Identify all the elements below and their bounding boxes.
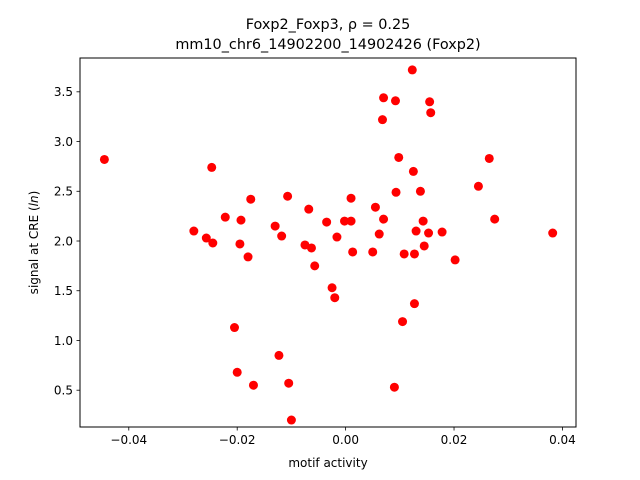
data-point-38 bbox=[390, 96, 400, 106]
data-point-11 bbox=[246, 194, 256, 204]
data-point-58 bbox=[490, 214, 500, 224]
y-axis-label-suffix: ) bbox=[27, 191, 41, 196]
chart-title-line1: Foxp2_Foxp3, ρ = 0.25 bbox=[246, 17, 411, 33]
y-tick-label-5: 3.0 bbox=[54, 135, 73, 149]
y-tick-label-4: 2.5 bbox=[54, 185, 73, 199]
data-point-28 bbox=[346, 216, 356, 226]
data-point-48 bbox=[415, 186, 425, 196]
data-point-4 bbox=[208, 238, 218, 248]
x-tick-label-3: 0.02 bbox=[441, 433, 468, 447]
data-points bbox=[99, 65, 558, 425]
data-point-46 bbox=[409, 299, 419, 309]
data-point-39 bbox=[391, 187, 401, 197]
data-point-42 bbox=[399, 249, 409, 259]
x-axis-ticks: −0.04 −0.02 0.00 0.02 0.04 bbox=[110, 427, 576, 447]
data-point-17 bbox=[284, 378, 294, 388]
chart-title-line2: mm10_chr6_14902200_14902426 (Foxp2) bbox=[175, 37, 480, 53]
data-point-49 bbox=[418, 216, 428, 226]
data-point-51 bbox=[424, 228, 434, 238]
data-point-34 bbox=[377, 115, 387, 125]
y-tick-label-2: 1.5 bbox=[54, 284, 73, 298]
data-point-50 bbox=[419, 241, 429, 251]
x-tick-label-0: −0.04 bbox=[110, 433, 147, 447]
data-point-18 bbox=[286, 415, 296, 425]
data-point-2 bbox=[201, 233, 211, 243]
data-point-10 bbox=[243, 252, 253, 262]
data-point-47 bbox=[411, 226, 421, 236]
data-point-6 bbox=[229, 323, 239, 333]
data-point-57 bbox=[484, 153, 494, 163]
data-point-31 bbox=[368, 247, 378, 257]
data-point-45 bbox=[409, 249, 419, 259]
x-tick-label-1: −0.02 bbox=[219, 433, 256, 447]
data-point-30 bbox=[348, 247, 358, 257]
data-point-22 bbox=[310, 261, 320, 271]
x-tick-label-2: 0.00 bbox=[332, 433, 359, 447]
data-point-52 bbox=[425, 97, 435, 107]
y-axis-label: signal at CRE (ln) bbox=[27, 191, 41, 295]
data-point-55 bbox=[450, 255, 460, 265]
y-axis-ticks: 0.5 1.0 1.5 2.0 2.5 3.0 3.5 bbox=[54, 85, 80, 397]
y-axis-label-italic: ln bbox=[27, 195, 41, 206]
data-point-9 bbox=[236, 215, 246, 225]
plot-frame bbox=[79, 57, 577, 428]
data-point-13 bbox=[270, 221, 280, 231]
data-point-29 bbox=[346, 193, 356, 203]
x-axis-label: motif activity bbox=[288, 456, 367, 470]
data-point-8 bbox=[235, 239, 245, 249]
data-point-37 bbox=[389, 382, 399, 392]
data-point-32 bbox=[370, 202, 380, 212]
y-axis-label-prefix: signal at CRE ( bbox=[27, 206, 41, 294]
data-point-21 bbox=[306, 243, 316, 253]
y-tick-label-0: 0.5 bbox=[54, 383, 73, 397]
data-point-23 bbox=[322, 217, 332, 227]
data-point-27 bbox=[340, 216, 350, 226]
data-point-16 bbox=[283, 191, 293, 201]
data-point-0 bbox=[99, 154, 109, 164]
data-point-20 bbox=[304, 204, 314, 214]
data-point-56 bbox=[473, 181, 483, 191]
data-point-43 bbox=[407, 65, 417, 75]
data-point-14 bbox=[274, 350, 284, 360]
y-tick-label-1: 1.0 bbox=[54, 334, 73, 348]
data-point-41 bbox=[398, 317, 408, 327]
data-point-33 bbox=[374, 229, 384, 239]
y-tick-label-3: 2.0 bbox=[54, 234, 73, 248]
data-point-1 bbox=[189, 226, 199, 236]
data-point-7 bbox=[232, 367, 242, 377]
data-point-59 bbox=[548, 228, 558, 238]
data-point-3 bbox=[207, 162, 217, 172]
data-point-36 bbox=[379, 214, 389, 224]
data-point-5 bbox=[220, 212, 230, 222]
data-point-24 bbox=[327, 283, 337, 293]
data-point-53 bbox=[426, 108, 436, 118]
y-tick-label-6: 3.5 bbox=[54, 85, 73, 99]
data-point-35 bbox=[379, 93, 389, 103]
data-point-25 bbox=[330, 293, 340, 303]
data-point-26 bbox=[332, 232, 342, 242]
data-point-40 bbox=[394, 152, 404, 162]
x-tick-label-4: 0.04 bbox=[549, 433, 576, 447]
data-point-12 bbox=[248, 380, 258, 390]
data-point-44 bbox=[408, 166, 418, 176]
data-point-15 bbox=[277, 231, 287, 241]
data-point-54 bbox=[437, 227, 447, 237]
